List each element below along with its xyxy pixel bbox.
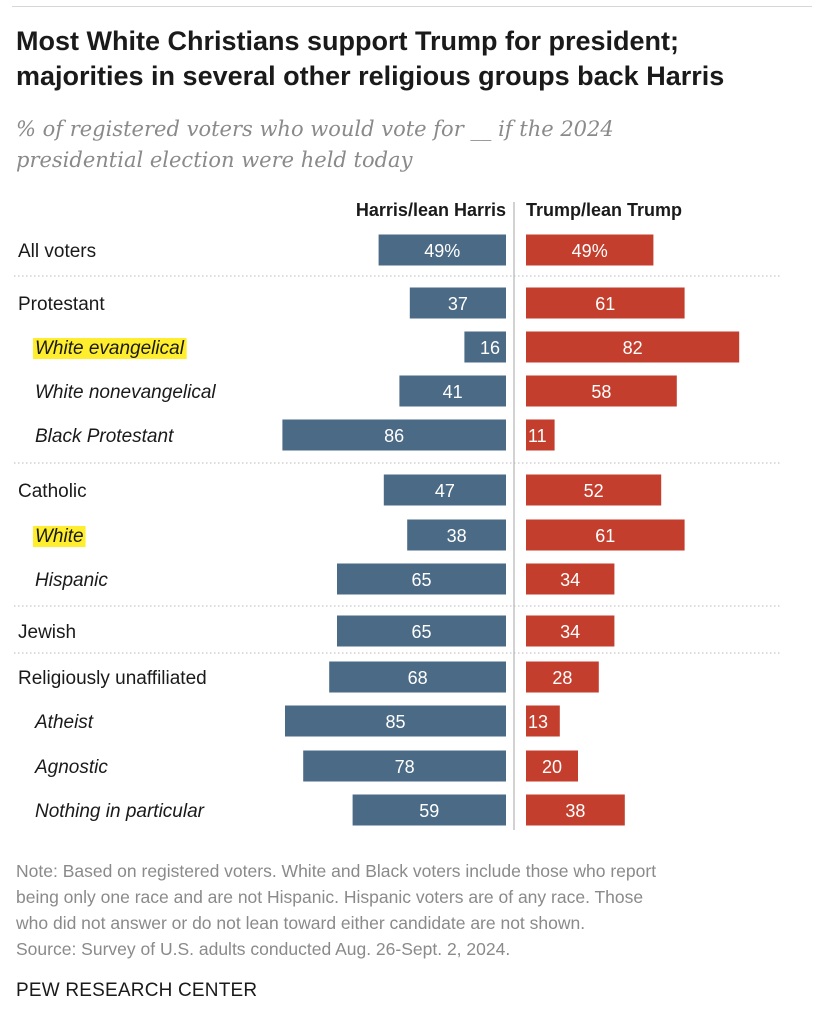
- trump-value-label: 58: [591, 382, 611, 402]
- harris-value-label: 37: [448, 294, 468, 314]
- harris-bar: [378, 234, 506, 266]
- harris-bar: [337, 615, 506, 647]
- highlighter-mark: [33, 526, 86, 547]
- chart-subtitle-line: % of registered voters who would vote fo…: [16, 117, 614, 141]
- trump-value-label: 49%: [572, 241, 608, 261]
- trump-bar: [526, 375, 677, 407]
- harris-value-label: 49%: [424, 241, 460, 261]
- harris-value-label: 68: [408, 668, 428, 688]
- trump-value-label: 61: [595, 526, 615, 546]
- harris-bar: [285, 705, 506, 737]
- category-label: White evangelical: [35, 338, 185, 359]
- category-label: Catholic: [18, 481, 87, 502]
- trump-value-label: 38: [565, 801, 585, 821]
- trump-value-label: 28: [552, 668, 572, 688]
- trump-value-label: 13: [528, 712, 548, 732]
- category-label: Religiously unaffiliated: [18, 668, 207, 689]
- trump-column-header: Trump/lean Trump: [526, 200, 682, 220]
- chart-note: Note: Based on registered voters. White …: [16, 858, 806, 962]
- top-divider: [12, 6, 812, 7]
- trump-value-label: 11: [528, 426, 547, 446]
- category-label: Jewish: [18, 622, 76, 643]
- harris-value-label: 65: [411, 622, 431, 642]
- pew-research-center-credit: PEW RESEARCH CENTER: [16, 980, 258, 1001]
- chart-subtitle: % of registered voters who would vote fo…: [16, 114, 696, 176]
- trump-bar: [526, 331, 740, 363]
- harris-value-label: 86: [384, 426, 404, 446]
- trump-bar: [526, 661, 599, 693]
- harris-bar: [409, 287, 506, 319]
- harris-value-label: 59: [419, 801, 439, 821]
- note-line: being only one race and are not Hispanic…: [16, 887, 644, 907]
- category-label: All voters: [18, 241, 96, 262]
- trump-value-label: 82: [623, 338, 643, 358]
- source-note: Source: Survey of U.S. adults conducted …: [16, 939, 511, 959]
- harris-value-label: 16: [480, 338, 500, 358]
- category-label: White nonevangelical: [35, 382, 216, 403]
- trump-value-label: 52: [584, 481, 604, 501]
- category-label: Hispanic: [35, 570, 108, 591]
- harris-value-label: 38: [447, 526, 467, 546]
- trump-value-label: 34: [560, 570, 580, 590]
- diverging-bar-chart: Harris/lean Harris Trump/lean Trump All vo…: [14, 200, 780, 830]
- trump-bar: [526, 419, 555, 451]
- harris-bar: [399, 375, 506, 407]
- harris-bar: [407, 519, 506, 551]
- trump-value-label: 20: [542, 757, 562, 777]
- trump-value-label: 34: [560, 622, 580, 642]
- harris-value-label: 65: [411, 570, 431, 590]
- harris-bar: [383, 474, 506, 506]
- trump-bar: [526, 287, 685, 319]
- highlighter-mark: [33, 338, 187, 359]
- trump-bar: [526, 519, 685, 551]
- harris-bar: [329, 661, 506, 693]
- harris-bar: [464, 331, 506, 363]
- trump-bar: [526, 705, 560, 737]
- harris-bar: [303, 750, 506, 782]
- note-line: Note: Based on registered voters. White …: [16, 861, 657, 881]
- chart-title-line: Most White Christians support Trump for …: [16, 26, 680, 56]
- chart-title: Most White Christians support Trump for …: [16, 24, 806, 94]
- chart-subtitle-line: presidential election were held today: [16, 148, 413, 172]
- trump-value-label: 61: [595, 294, 615, 314]
- harris-value-label: 85: [385, 712, 405, 732]
- chart-title-line: majorities in several other religious gr…: [16, 61, 725, 91]
- harris-value-label: 41: [443, 382, 463, 402]
- category-label: Nothing in particular: [35, 801, 205, 822]
- trump-bar: [526, 234, 654, 266]
- harris-bar: [352, 794, 506, 826]
- harris-column-header: Harris/lean Harris: [356, 200, 506, 220]
- note-line: who did not answer or do not lean toward…: [16, 913, 586, 933]
- harris-value-label: 47: [435, 481, 455, 501]
- harris-bar: [282, 419, 506, 451]
- trump-bar: [526, 615, 615, 647]
- trump-bar: [526, 750, 578, 782]
- harris-bar: [337, 563, 506, 595]
- trump-bar: [526, 563, 615, 595]
- trump-bar: [526, 474, 662, 506]
- category-label: White: [35, 526, 84, 547]
- category-label: Agnostic: [34, 757, 108, 778]
- category-label: Atheist: [34, 712, 94, 733]
- category-label: Black Protestant: [35, 426, 174, 447]
- harris-value-label: 78: [395, 757, 415, 777]
- category-label: Protestant: [18, 294, 105, 315]
- trump-bar: [526, 794, 625, 826]
